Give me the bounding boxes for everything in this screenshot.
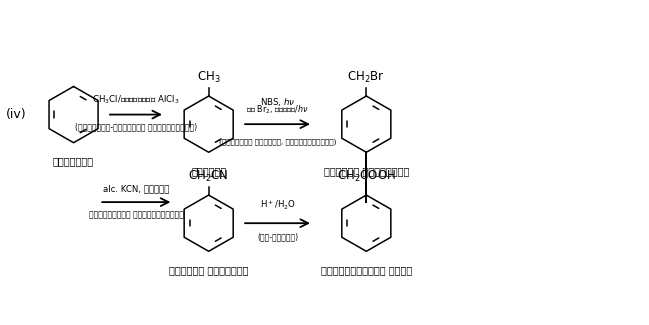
Text: CH$_3$Cl/निर्जलीय AlCl$_3$: CH$_3$Cl/निर्जलीय AlCl$_3$	[92, 94, 180, 106]
Text: (जल-अपघटन): (जल-अपघटन)	[257, 233, 298, 242]
Text: CH$_2$Br: CH$_2$Br	[347, 70, 386, 84]
Text: CH$_3$: CH$_3$	[197, 70, 221, 84]
Text: alc. KCN, ऊष्मा: alc. KCN, ऊष्मा	[103, 184, 169, 193]
Text: बेन्जीन: बेन्जीन	[53, 156, 94, 166]
Text: CH$_2$COOH: CH$_2$COOH	[337, 168, 396, 184]
Text: बेन्जल ब्रोमाइड: बेन्जल ब्रोमाइड	[324, 166, 409, 176]
Text: बेन्जल सायनाइड: बेन्जल सायनाइड	[169, 265, 249, 275]
Text: (फ्रीडेल-क्राफ्ट एल्किलीकरण): (फ्रीडेल-क्राफ्ट एल्किलीकरण)	[75, 122, 197, 131]
Text: CH$_2$CN: CH$_2$CN	[188, 168, 229, 184]
Text: या Br$_2$, ऊष्मा/$h\nu$: या Br$_2$, ऊष्मा/$h\nu$	[246, 104, 309, 116]
Text: H$^+$/H$_2$O: H$^+$/H$_2$O	[260, 199, 295, 212]
Text: फेनिलएसीटिक अम्ल: फेनिलएसीटिक अम्ल	[321, 265, 412, 275]
Text: टॉलूईन: टॉलूईन	[191, 166, 227, 176]
Text: नाभिकरागी प्रतिस्थापन: नाभिकरागी प्रतिस्थापन	[88, 210, 184, 219]
Text: (पार्श्व शृंखला, ब्रोमीनीकरण): (पार्श्व शृंखला, ब्रोमीनीकरण)	[219, 138, 336, 145]
Text: NBS, $h\nu$: NBS, $h\nu$	[260, 96, 295, 108]
Text: (iv): (iv)	[6, 108, 27, 121]
